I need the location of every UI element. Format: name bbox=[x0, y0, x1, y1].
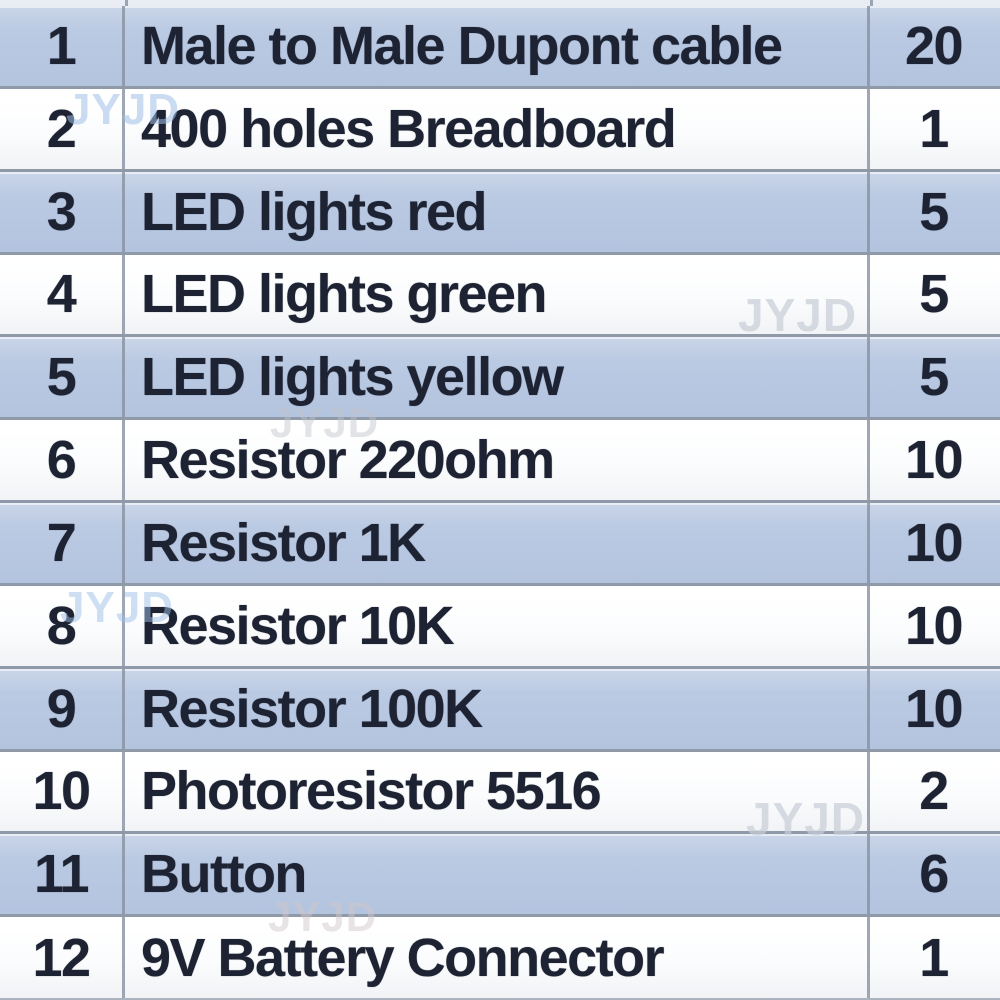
item-name: Button bbox=[125, 834, 870, 915]
row-number: 9 bbox=[0, 668, 125, 749]
table-row: 2 400 holes Breadboard 1 bbox=[0, 88, 1000, 172]
row-number: 10 bbox=[0, 751, 125, 832]
item-name: Resistor 10K bbox=[125, 585, 870, 666]
item-quantity: 6 bbox=[919, 844, 949, 905]
item-quantity: 5 bbox=[919, 181, 949, 242]
item-name: Resistor 220ohm bbox=[125, 420, 870, 500]
item-name: 400 holes Breadboard bbox=[125, 88, 870, 169]
item-name: Photoresistor 5516 bbox=[125, 751, 870, 832]
table-row: 5 LED lights yellow 5 bbox=[0, 337, 1000, 421]
row-number: 7 bbox=[0, 503, 125, 583]
item-name: Resistor 1K bbox=[125, 503, 870, 583]
item-name: LED lights red bbox=[125, 171, 870, 252]
table-row: 12 9V Battery Connector 1 bbox=[0, 917, 1000, 1000]
table-row: 11 Button 6 bbox=[0, 834, 1000, 918]
row-number: 6 bbox=[0, 420, 125, 500]
item-quantity: 5 bbox=[919, 347, 949, 408]
row-number: 12 bbox=[0, 917, 125, 998]
item-quantity: 10 bbox=[904, 595, 964, 656]
row-number: 5 bbox=[0, 337, 125, 418]
item-quantity: 2 bbox=[919, 761, 949, 822]
row-number: 3 bbox=[0, 171, 125, 252]
item-name: 9V Battery Connector bbox=[125, 917, 870, 998]
item-name: Male to Male Dupont cable bbox=[125, 6, 870, 86]
table-row: 10 Photoresistor 5516 2 bbox=[0, 751, 1000, 835]
column-divider bbox=[125, 0, 128, 6]
item-quantity: 1 bbox=[919, 98, 949, 159]
item-name: LED lights yellow bbox=[125, 337, 870, 418]
item-name: LED lights green bbox=[125, 254, 870, 335]
item-quantity: 10 bbox=[904, 430, 964, 491]
item-quantity: 5 bbox=[919, 264, 949, 325]
row-number: 11 bbox=[0, 834, 125, 915]
row-number: 1 bbox=[0, 6, 125, 86]
table-row: 3 LED lights red 5 bbox=[0, 171, 1000, 255]
table-row: 8 Resistor 10K 10 bbox=[0, 585, 1000, 669]
row-number: 8 bbox=[0, 585, 125, 666]
table-row: 6 Resistor 220ohm 10 bbox=[0, 420, 1000, 503]
item-quantity: 1 bbox=[919, 927, 949, 988]
row-number: 4 bbox=[0, 254, 125, 335]
table-row: 1 Male to Male Dupont cable 20 bbox=[0, 6, 1000, 89]
parts-table: 1 Male to Male Dupont cable 20 2 400 hol… bbox=[0, 6, 1000, 1000]
table-top-edge bbox=[0, 0, 1000, 6]
item-name: Resistor 100K bbox=[125, 668, 870, 749]
column-divider bbox=[870, 0, 873, 6]
table-row: 4 LED lights green 5 bbox=[0, 254, 1000, 338]
item-quantity: 10 bbox=[904, 512, 964, 573]
table-row: 7 Resistor 1K 10 bbox=[0, 503, 1000, 586]
item-quantity: 20 bbox=[904, 15, 964, 76]
item-quantity: 10 bbox=[904, 678, 964, 739]
row-number: 2 bbox=[0, 88, 125, 169]
table-row: 9 Resistor 100K 10 bbox=[0, 668, 1000, 752]
